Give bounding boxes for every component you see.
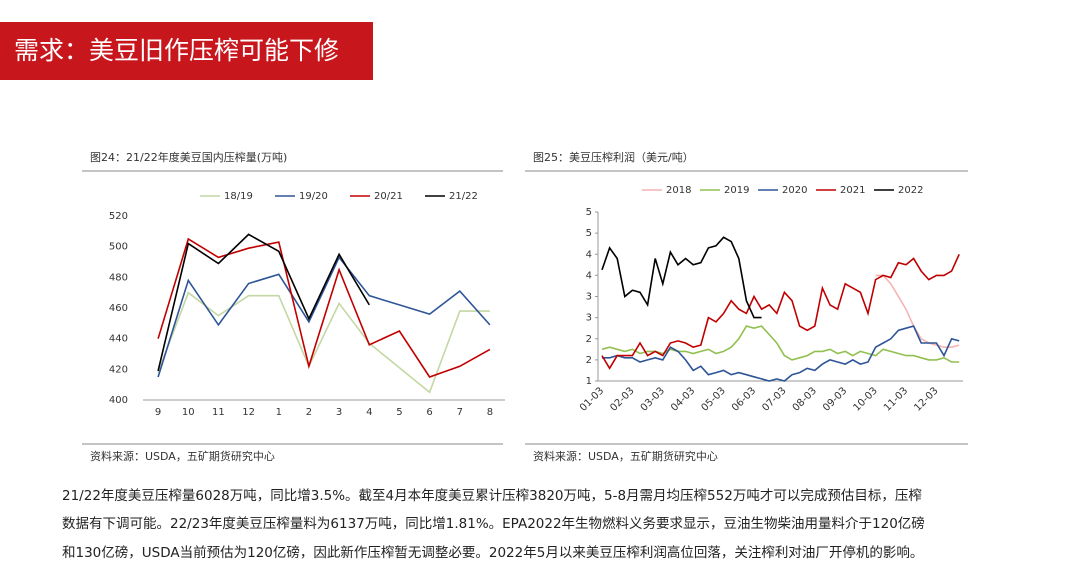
legend-label: 2020 (782, 185, 807, 196)
legend-label: 2021 (840, 185, 865, 196)
series-line (157, 233, 370, 372)
x-tick-label: 07-03 (760, 385, 788, 413)
y-tick-label: 4 (586, 270, 592, 281)
body-text: 数据有下调可能。22/23年度美豆压榨量料为6137万吨，同比增1.81%。EP… (62, 515, 925, 532)
x-tick-label: 01-03 (578, 385, 606, 413)
y-tick-label: 500 (109, 242, 128, 253)
series-line (602, 325, 960, 382)
series-line (875, 274, 960, 348)
y-tick-label: 440 (109, 334, 128, 345)
x-tick-label: 02-03 (608, 385, 636, 413)
legend-label: 19/20 (299, 191, 328, 202)
legend-label: 2018 (666, 185, 691, 196)
legend-label: 18/19 (224, 191, 253, 202)
series-line (157, 291, 490, 394)
x-tick-label: 8 (487, 407, 493, 418)
legend-label: 2019 (724, 185, 749, 196)
source-note: 资料来源：USDA，五矿期货研究中心 (533, 449, 718, 463)
series-line (601, 253, 960, 370)
x-tick-label: 05-03 (700, 385, 728, 413)
y-tick-label: 420 (109, 364, 128, 375)
y-tick-label: 4 (586, 249, 592, 260)
body-text: 和130亿磅，USDA当前预估为120亿磅，因此新作压榨暂无调整必要。2022年… (62, 544, 923, 561)
chart-title: 图24：21/22年度美豆国内压榨量(万吨) (90, 150, 287, 164)
body-text: 21/22年度美豆压榨量6028万吨，同比增3.5%。截至4月本年度美豆累计压榨… (62, 487, 922, 504)
x-tick-label: 10-03 (852, 385, 880, 413)
x-tick-label: 7 (457, 407, 463, 418)
y-tick-label: 2 (586, 355, 592, 366)
x-tick-label: 08-03 (791, 385, 819, 413)
y-tick-label: 5 (586, 207, 592, 218)
y-tick-label: 520 (109, 211, 128, 222)
header-bar (0, 22, 373, 80)
x-tick-label: 11 (212, 407, 225, 418)
y-tick-label: 460 (109, 303, 128, 314)
x-tick-label: 9 (155, 407, 161, 418)
x-tick-label: 06-03 (730, 385, 758, 413)
x-tick-label: 5 (396, 407, 402, 418)
x-tick-label: 2 (306, 407, 312, 418)
x-tick-label: 1 (276, 407, 282, 418)
legend-label: 21/22 (449, 191, 478, 202)
x-tick-label: 10 (182, 407, 195, 418)
series-line (601, 325, 960, 363)
series-line (601, 236, 762, 319)
x-tick-label: 3 (336, 407, 342, 418)
x-tick-label: 12-03 (912, 385, 940, 413)
header-title: 需求：美豆旧作压榨可能下修 (14, 36, 339, 65)
chart-title: 图25：美豆压榨利润（美元/吨） (533, 150, 694, 164)
x-tick-label: 03-03 (639, 385, 667, 413)
y-tick-label: 3 (586, 292, 592, 303)
x-tick-label: 4 (366, 407, 372, 418)
y-tick-label: 400 (109, 395, 128, 406)
y-tick-label: 2 (586, 334, 592, 345)
legend-label: 20/21 (374, 191, 403, 202)
y-tick-label: 1 (586, 376, 592, 387)
x-tick-label: 11-03 (882, 385, 910, 413)
series-line (157, 255, 491, 378)
y-tick-label: 480 (109, 272, 128, 283)
x-tick-label: 12 (242, 407, 255, 418)
x-tick-label: 6 (426, 407, 432, 418)
y-tick-label: 3 (586, 313, 592, 324)
series-line (157, 237, 491, 378)
x-tick-label: 04-03 (669, 385, 697, 413)
y-tick-label: 5 (586, 228, 592, 239)
legend-label: 2022 (898, 185, 923, 196)
source-note: 资料来源：USDA，五矿期货研究中心 (90, 449, 275, 463)
x-tick-label: 09-03 (821, 385, 849, 413)
